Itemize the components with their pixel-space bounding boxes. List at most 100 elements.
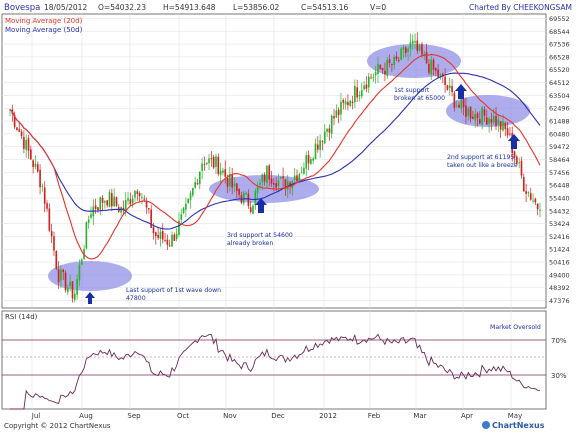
y-tick-label: 53424 (549, 220, 570, 228)
candle-body (418, 45, 421, 51)
y-tick-label: 61488 (549, 118, 570, 126)
candle-body (448, 85, 451, 89)
candle-body (108, 192, 111, 207)
candle-body (113, 196, 115, 207)
annotation-first-support: 1st support broken at 65000 (394, 87, 445, 102)
candle-body (263, 174, 266, 182)
candle-body (460, 100, 463, 109)
annotation-second-support: 2nd support at 61195 taken out like a br… (447, 154, 518, 169)
candle-body (527, 191, 530, 193)
candle-body (455, 105, 458, 107)
candle-body (312, 158, 315, 161)
candle-body (416, 40, 419, 51)
candle-body (277, 180, 280, 187)
candle-body (18, 129, 21, 132)
candle-body (150, 209, 152, 228)
candle-body (409, 42, 412, 49)
rsi-70-label: 70% (551, 337, 567, 345)
candle-body (314, 143, 317, 160)
candle-body (351, 101, 354, 104)
y-tick-label: 56448 (549, 182, 570, 190)
candle-body (377, 63, 379, 75)
ma20-line (9, 53, 541, 260)
candle-body (164, 240, 166, 241)
candle-body (479, 119, 481, 124)
header-low: L=53856.02 (233, 3, 279, 12)
header-date: 18/05/2012 (44, 3, 87, 12)
rsi-line (10, 333, 541, 410)
candle-body (161, 231, 164, 240)
candle-body (34, 163, 37, 167)
candle-body (62, 269, 65, 273)
second-support-ellipse (446, 95, 530, 127)
candle-body (32, 160, 34, 168)
rsi-label: RSI (14d) (5, 313, 38, 321)
candle-body (71, 281, 74, 299)
candle-body (340, 101, 342, 115)
candle-body (238, 189, 240, 195)
candle-body (518, 162, 520, 164)
x-tick-label: Feb (368, 412, 381, 420)
x-tick-label: Jul (31, 412, 41, 420)
candle-body (270, 178, 273, 184)
candle-body (430, 59, 433, 75)
candle-body (330, 115, 333, 134)
candle-body (101, 197, 104, 203)
candle-body (388, 59, 391, 64)
candle-body (495, 115, 497, 127)
candle-body (201, 163, 203, 171)
candle-body (284, 179, 287, 189)
x-tick-label: Dec (271, 412, 285, 420)
candle-body (99, 197, 102, 210)
candle-body (305, 155, 308, 169)
candle-body (462, 98, 465, 107)
candle-body (386, 59, 389, 77)
y-tick-label: 52416 (549, 233, 570, 241)
candle-body (124, 200, 127, 211)
candle-body (293, 175, 296, 180)
candle-body (432, 59, 435, 70)
candle-body (148, 208, 150, 210)
candle-body (391, 63, 393, 66)
candle-body (173, 234, 176, 242)
candle-body (337, 109, 340, 115)
candle-body (90, 214, 92, 218)
y-tick-label: 66528 (549, 53, 570, 61)
candle-body (136, 191, 139, 194)
candle-body (370, 77, 372, 79)
y-tick-label: 57456 (549, 169, 570, 177)
candle-body (134, 190, 136, 198)
candle-body (529, 193, 532, 200)
candle-body (335, 110, 338, 118)
candle-body (323, 131, 326, 144)
candle-body (106, 200, 109, 206)
candle-body (381, 68, 384, 71)
last-support-ellipse (48, 261, 132, 291)
annotation-third-support: 3rd support at 54600 already broken (227, 232, 295, 247)
candle-body (30, 149, 32, 160)
candle-body (275, 183, 277, 188)
candle-body (266, 166, 268, 184)
y-tick-label: 47376 (549, 297, 570, 305)
candle-body (185, 203, 187, 210)
candle-body (50, 231, 53, 237)
candle-body (342, 100, 345, 103)
candle-body (57, 269, 60, 283)
candle-body (344, 101, 347, 105)
candle-body (256, 186, 259, 193)
y-tick-label: 49400 (549, 271, 570, 279)
candle-body (310, 159, 312, 164)
header-close: C=54513.16 (301, 3, 349, 12)
chartnexus-logo: ChartNexus (482, 421, 545, 430)
candle-body (502, 121, 504, 131)
legend-ma50: Moving Average (50d) (5, 26, 83, 34)
candle-body (205, 162, 208, 165)
candle-body (180, 214, 183, 220)
candle-body (465, 105, 467, 117)
candle-body (485, 117, 488, 125)
candle-body (321, 141, 324, 143)
candle-body (474, 113, 477, 121)
x-tick-label: May (508, 412, 522, 420)
candle-body (20, 131, 23, 136)
candle-body (476, 113, 479, 119)
